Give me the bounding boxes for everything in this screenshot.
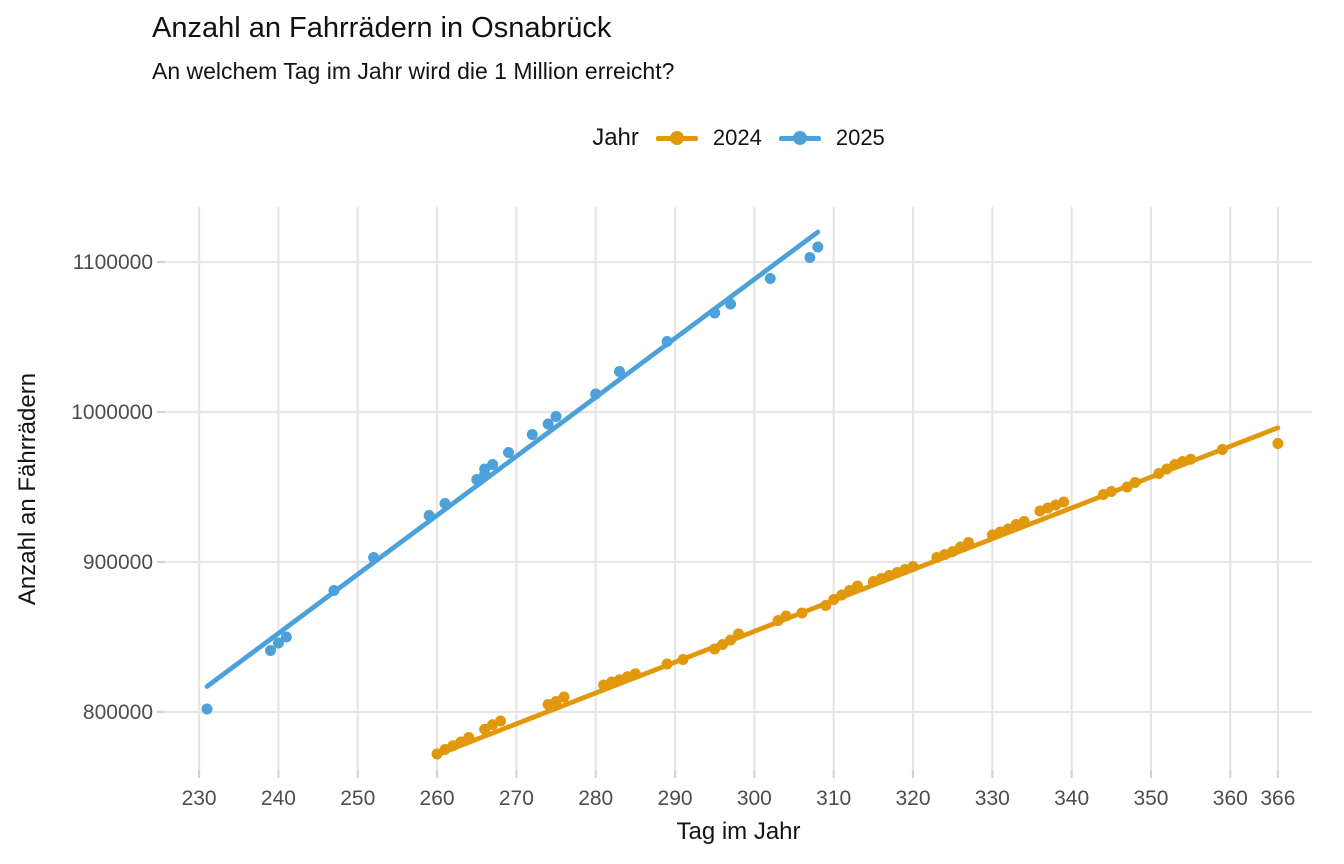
point-2024-366 [1272, 438, 1284, 450]
legend-title: Jahr [592, 124, 639, 151]
legend-swatch-2024 [655, 130, 698, 146]
trendline-2024 [434, 425, 1281, 758]
point-2025-308 [812, 241, 824, 253]
point-2025-241 [280, 631, 292, 643]
chart-subtitle: An welchem Tag im Jahr wird die 1 Millio… [152, 58, 675, 84]
y-tick-label-1100000: 1100000 [73, 251, 153, 274]
x-tick-label-250: 250 [340, 787, 375, 810]
x-tick-label-230: 230 [182, 787, 217, 810]
point-2024-276 [558, 691, 570, 703]
legend: Jahr 2024 2025 [165, 124, 1312, 152]
point-2024-339 [1058, 496, 1070, 508]
legend-entry-2025: 2025 [778, 125, 885, 151]
x-tick-label-290: 290 [658, 787, 693, 810]
x-tick-label-310: 310 [816, 787, 851, 810]
point-2024-268 [495, 715, 507, 727]
x-tick-label-366: 366 [1260, 787, 1295, 810]
x-tick-label-350: 350 [1133, 787, 1168, 810]
point-2025-275 [550, 411, 562, 423]
point-2025-239 [264, 644, 276, 656]
x-tick-label-280: 280 [578, 787, 613, 810]
point-2025-302 [764, 273, 776, 285]
y-tick-label-900000: 900000 [83, 551, 153, 574]
legend-label-2025: 2025 [835, 125, 885, 150]
trendline-2025 [204, 229, 821, 689]
x-tick-label-330: 330 [975, 787, 1010, 810]
x-axis-title: Tag im Jahr [676, 818, 801, 845]
point-2025-267 [487, 459, 499, 471]
point-2025-283 [614, 366, 626, 378]
x-tick-label-270: 270 [499, 787, 534, 810]
point-2025-272 [526, 429, 538, 441]
legend-label-2024: 2024 [712, 125, 762, 150]
x-tick-label-320: 320 [895, 787, 930, 810]
point-2025-240 [272, 637, 284, 649]
x-tick-label-260: 260 [420, 787, 455, 810]
legend-swatch-2025 [778, 130, 821, 146]
point-2025-307 [804, 252, 816, 264]
x-tick-label-360: 360 [1213, 787, 1248, 810]
legend-entry-2024: 2024 [655, 125, 762, 151]
x-tick-label-300: 300 [737, 787, 772, 810]
y-axis-title: Anzahl an Fährrädern [14, 372, 41, 606]
y-tick-label-1000000: 1000000 [71, 401, 153, 424]
x-tick-label-340: 340 [1054, 787, 1089, 810]
point-2025-231 [201, 703, 213, 715]
point-2025-274 [542, 418, 554, 430]
x-tick-label-240: 240 [261, 787, 296, 810]
chart-title: Anzahl an Fahrrädern in Osnabrück [152, 12, 612, 44]
point-2025-269 [502, 447, 514, 459]
legend-swatch-dot [669, 131, 684, 145]
y-tick-label-800000: 800000 [83, 701, 153, 724]
legend-swatch-dot [792, 131, 807, 145]
